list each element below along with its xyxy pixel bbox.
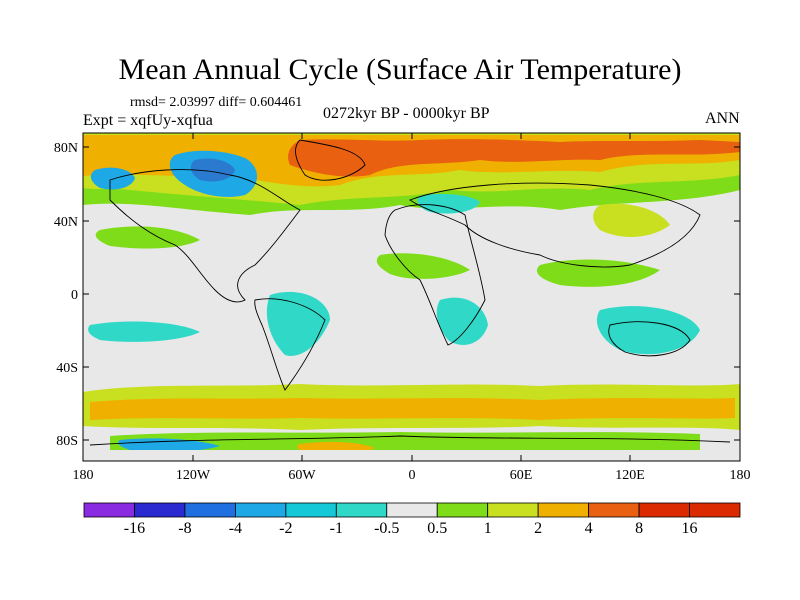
lon-label-60w: 60W [288,468,316,483]
colorbar-box [184,502,236,518]
coast-antarctica [89,435,731,446]
temperature-field [83,133,740,461]
lon-label-120w: 120W [175,468,211,483]
colorbar-label: 1 [483,520,492,537]
colorbar-label: -16 [123,520,146,537]
colorbar-box [285,502,337,518]
colorbar-box [588,502,640,518]
colorbar-label: -2 [279,520,293,537]
colorbar-label: 0.5 [427,520,448,537]
colorbar-box [335,502,388,518]
colorbar-label: 2 [534,520,543,537]
coast-north-america [109,169,301,303]
coastlines [89,139,731,446]
lon-label-60e: 60E [509,468,533,483]
colorbar-box [638,502,690,518]
experiment-label: Expt = xqfUy-xqfua [83,112,213,129]
rmsd-diff-stats: rmsd= 2.03997 diff= 0.604461 [130,95,303,110]
colorbar-label: -8 [178,520,192,537]
colorbar-label: 16 [681,520,698,537]
map-ticks [83,133,740,461]
lon-label-180e: 180 [729,468,751,483]
coast-eurasia [409,182,701,268]
period-label: 0272kyr BP - 0000kyr BP [323,105,490,122]
lat-label-80s: 80S [56,434,78,449]
coast-australia [608,321,691,357]
colorbar [83,502,741,518]
colorbar-box [537,502,590,518]
colorbar-box [134,502,186,518]
coast-south-america [254,298,326,391]
colorbar-box [386,502,438,518]
lat-label-40s: 40S [56,361,78,376]
lon-label-0: 0 [408,468,416,483]
colorbar-box [83,502,135,518]
colorbar-box [234,502,287,518]
colorbar-label: -4 [228,520,243,537]
lon-label-180w: 180 [72,468,94,483]
lat-label-80n: 80N [53,141,78,156]
colorbar-label: -0.5 [374,520,400,537]
colorbar-box [436,502,489,518]
colorbar-label: 4 [584,520,593,537]
coast-greenland [294,139,366,181]
lat-label-40n: 40N [53,215,78,230]
colorbar-label: -1 [329,520,343,537]
lat-label-equator: 0 [71,288,78,303]
colorbar-box [689,502,741,518]
colorbar-label: 8 [635,520,644,537]
coast-africa [384,204,486,346]
map-title: Mean Annual Cycle (Surface Air Temperatu… [118,53,682,86]
colorbar-box [487,502,539,518]
lon-label-120e: 120E [615,468,645,483]
season-label: ANN [705,110,740,127]
